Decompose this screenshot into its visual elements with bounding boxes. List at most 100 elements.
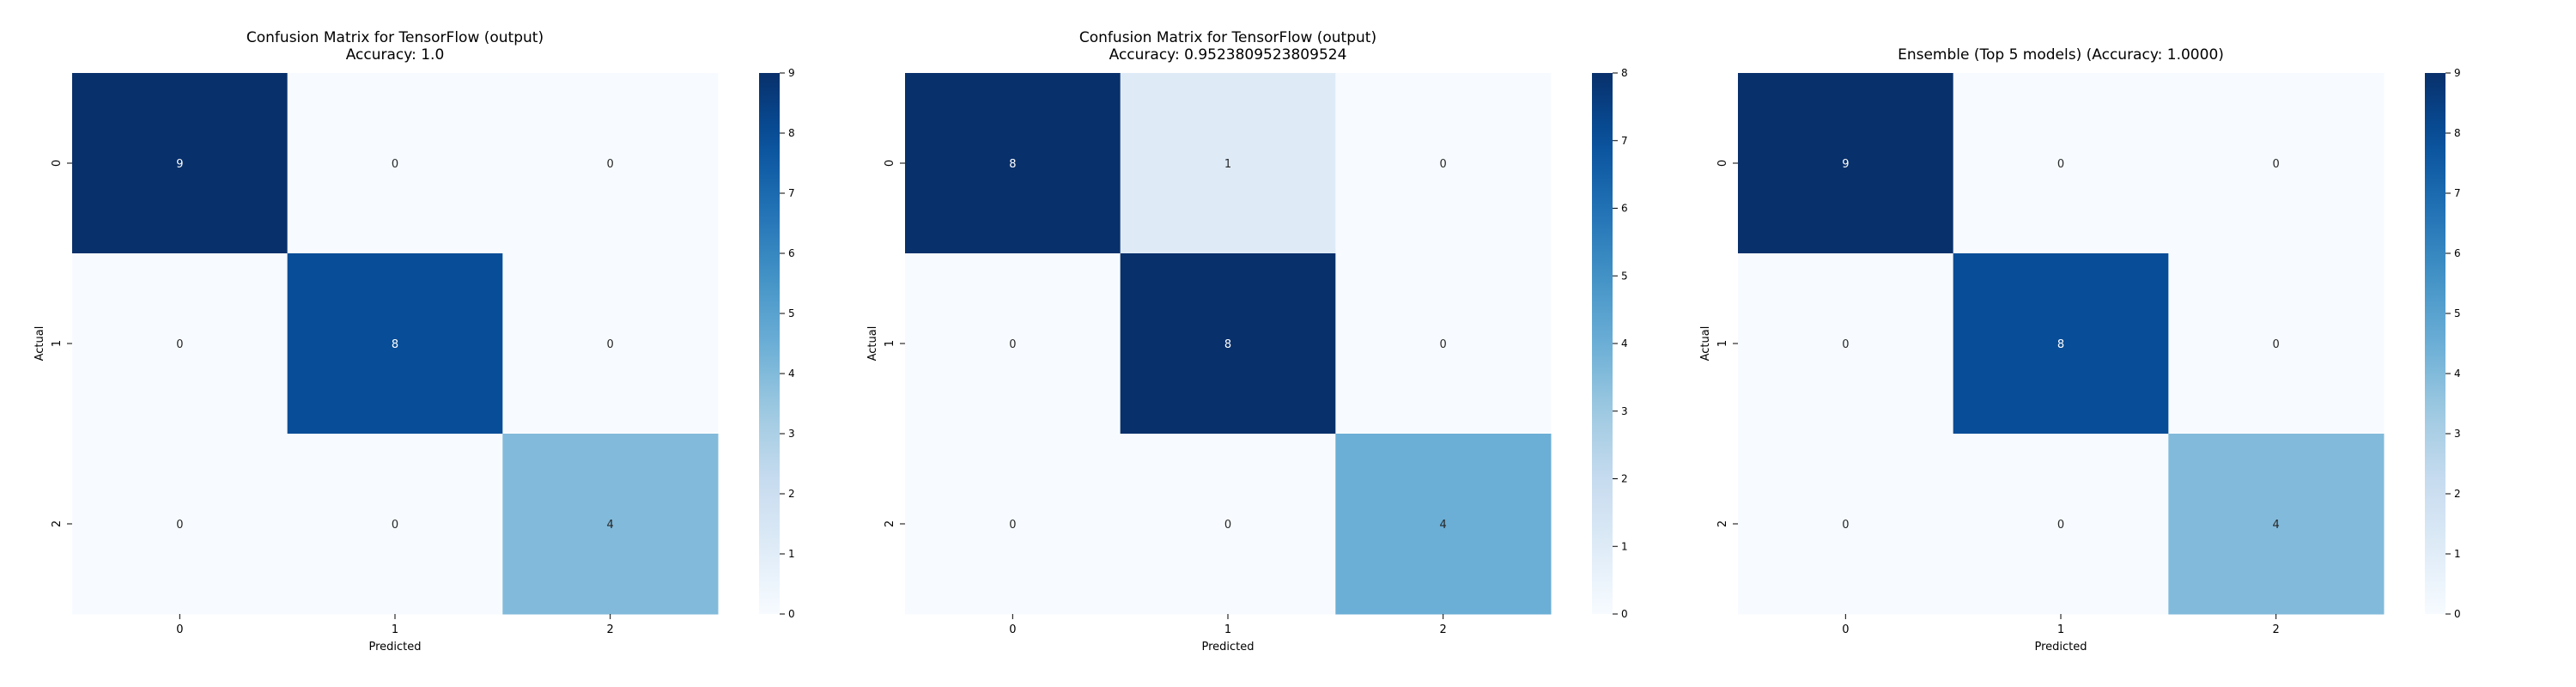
cell-value-label: 0 bbox=[2273, 338, 2280, 351]
cell-value-label: 4 bbox=[1440, 519, 1447, 532]
colorbar-tick-label: 2 bbox=[788, 488, 795, 500]
heatmap-cell bbox=[72, 434, 289, 615]
x-axis-label: Predicted bbox=[2034, 641, 2087, 654]
cell-value-label: 4 bbox=[607, 519, 614, 532]
chart-title-line: Ensemble (Top 5 models) (Accuracy: 1.000… bbox=[1898, 46, 2224, 64]
y-axis-label: Actual bbox=[33, 326, 46, 362]
heatmap-cell bbox=[2168, 73, 2385, 254]
heatmap-cell bbox=[1335, 253, 1552, 435]
y-tick-label: 1 bbox=[1716, 340, 1729, 347]
colorbar-tick-label: 0 bbox=[2454, 608, 2461, 620]
x-tick-label: 0 bbox=[1009, 623, 1016, 636]
colorbar-tick-label: 7 bbox=[2454, 187, 2461, 199]
colorbar-tick-label: 5 bbox=[2454, 307, 2461, 319]
colorbar-tick-label: 0 bbox=[1621, 608, 1628, 620]
heatmap-cell bbox=[287, 434, 503, 615]
cell-value-label: 0 bbox=[2057, 158, 2064, 171]
colorbar-tick-label: 5 bbox=[788, 307, 795, 319]
cell-value-label: 0 bbox=[1842, 338, 1849, 351]
colorbar-tick-label: 1 bbox=[788, 548, 795, 560]
heatmap-cell bbox=[905, 434, 1121, 615]
x-tick-label: 1 bbox=[1224, 623, 1231, 636]
heatmap-cell bbox=[2168, 253, 2385, 435]
heatmap-cell bbox=[1738, 434, 1954, 615]
cell-value-label: 0 bbox=[607, 338, 614, 351]
cell-value-label: 0 bbox=[1009, 338, 1016, 351]
heatmap-cell bbox=[1953, 73, 2169, 254]
y-tick-label: 1 bbox=[51, 340, 64, 347]
heatmap-cell bbox=[72, 253, 289, 435]
heatmap-cell bbox=[1335, 434, 1552, 615]
x-tick-label: 1 bbox=[2057, 623, 2064, 636]
cell-value-label: 9 bbox=[176, 158, 183, 171]
cell-value-label: 0 bbox=[1009, 519, 1016, 532]
cell-value-label: 4 bbox=[2273, 519, 2280, 532]
colorbar-tick-label: 1 bbox=[2454, 548, 2461, 560]
heatmap-cell bbox=[287, 73, 503, 254]
heatmap-cell bbox=[1335, 73, 1552, 254]
colorbar-tick-label: 2 bbox=[2454, 488, 2461, 500]
x-tick-label: 2 bbox=[1440, 623, 1447, 636]
colorbar-tick-label: 1 bbox=[1621, 540, 1628, 552]
x-tick-label: 1 bbox=[392, 623, 398, 636]
heatmap-cell bbox=[502, 253, 719, 435]
colorbar-tick-label: 3 bbox=[1621, 405, 1628, 417]
cell-value-label: 0 bbox=[392, 519, 398, 532]
y-tick-label: 0 bbox=[51, 160, 64, 167]
heatmap-cell bbox=[502, 434, 719, 615]
colorbar-tick-label: 8 bbox=[1621, 67, 1628, 79]
y-tick-label: 2 bbox=[51, 520, 64, 527]
cell-value-label: 0 bbox=[1440, 338, 1447, 351]
chart-title-line: Confusion Matrix for TensorFlow (output) bbox=[1079, 29, 1376, 46]
colorbar-tick-label: 8 bbox=[788, 127, 795, 139]
heatmap-cell bbox=[905, 253, 1121, 435]
cell-value-label: 0 bbox=[392, 158, 398, 171]
heatmap-panel-1: Confusion Matrix for TensorFlow (output)… bbox=[866, 29, 1628, 654]
cell-value-label: 0 bbox=[607, 158, 614, 171]
heatmap-cell bbox=[1120, 434, 1336, 615]
cell-value-label: 9 bbox=[1842, 158, 1849, 171]
x-tick-label: 2 bbox=[2273, 623, 2280, 636]
y-tick-label: 2 bbox=[1716, 520, 1729, 527]
x-tick-label: 0 bbox=[1842, 623, 1849, 636]
heatmap-cell bbox=[905, 73, 1121, 254]
cell-value-label: 8 bbox=[1009, 158, 1016, 171]
cell-value-label: 8 bbox=[1224, 338, 1231, 351]
cell-value-label: 0 bbox=[2057, 519, 2064, 532]
colorbar-tick-label: 6 bbox=[788, 247, 795, 259]
colorbar-tick-label: 4 bbox=[1621, 337, 1628, 350]
heatmap-cell bbox=[2168, 434, 2385, 615]
colorbar-tick-label: 0 bbox=[788, 608, 795, 620]
heatmap-cell bbox=[72, 73, 289, 254]
colorbar-tick-label: 7 bbox=[788, 187, 795, 199]
cell-value-label: 8 bbox=[2057, 338, 2064, 351]
colorbar-tick-label: 4 bbox=[2454, 368, 2461, 380]
heatmap-panel-2: Ensemble (Top 5 models) (Accuracy: 1.000… bbox=[1699, 46, 2461, 654]
y-tick-label: 0 bbox=[1716, 160, 1729, 167]
colorbar bbox=[1592, 73, 1613, 614]
cell-value-label: 0 bbox=[176, 338, 183, 351]
colorbar-tick-label: 3 bbox=[2454, 428, 2461, 440]
cell-value-label: 0 bbox=[1224, 519, 1231, 532]
cell-value-label: 0 bbox=[2273, 158, 2280, 171]
heatmap-cell bbox=[1120, 73, 1336, 254]
chart-title-line: Confusion Matrix for TensorFlow (output) bbox=[246, 29, 544, 46]
heatmap-cell bbox=[287, 253, 503, 435]
y-axis-label: Actual bbox=[1699, 326, 1712, 362]
colorbar-tick-label: 6 bbox=[1621, 203, 1628, 215]
x-tick-label: 2 bbox=[607, 623, 614, 636]
x-axis-label: Predicted bbox=[1201, 641, 1254, 654]
colorbar-tick-label: 9 bbox=[2454, 67, 2461, 79]
heatmap-cell bbox=[1953, 434, 2169, 615]
chart-title-line: Accuracy: 0.9523809523809524 bbox=[1109, 46, 1347, 64]
colorbar-tick-label: 4 bbox=[788, 368, 795, 380]
colorbar-tick-label: 5 bbox=[1621, 270, 1628, 282]
y-axis-label: Actual bbox=[866, 326, 879, 362]
colorbar-tick-label: 7 bbox=[1621, 135, 1628, 147]
colorbar-tick-label: 2 bbox=[1621, 473, 1628, 485]
heatmap-cell bbox=[502, 73, 719, 254]
colorbar-tick-label: 9 bbox=[788, 67, 795, 79]
cell-value-label: 1 bbox=[1224, 158, 1231, 171]
heatmap-cell bbox=[1738, 73, 1954, 254]
